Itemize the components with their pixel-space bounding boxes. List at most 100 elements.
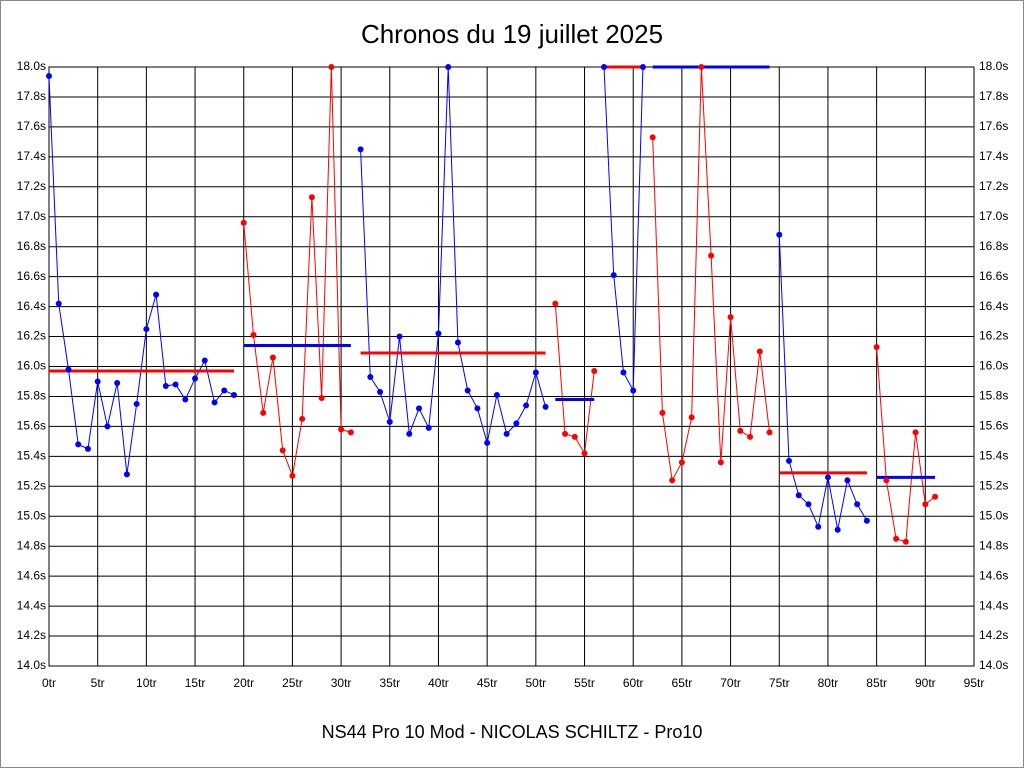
x-tick-label: 50tr: [525, 676, 546, 690]
y-tick-label: 18.0s: [17, 59, 46, 73]
lap-point: [756, 348, 763, 355]
lap-point: [610, 272, 617, 279]
lap-point: [133, 400, 140, 407]
lap-point: [65, 366, 72, 373]
y2-tick-label: 17.4s: [979, 149, 1008, 163]
y-tick-label: 14.2s: [17, 628, 46, 642]
lap-point: [338, 426, 345, 433]
x-tick-label: 10tr: [136, 676, 157, 690]
lap-point: [357, 146, 364, 153]
lap-point: [318, 394, 325, 401]
lap-point: [795, 492, 802, 499]
lap-point: [454, 339, 461, 346]
lap-point: [240, 219, 247, 226]
x-tick-label: 95tr: [964, 676, 985, 690]
lap-point: [328, 64, 335, 70]
y2-tick-label: 15.2s: [979, 478, 1008, 492]
lap-point: [114, 379, 121, 386]
lap-point: [367, 373, 374, 380]
x-tick-label: 0tr: [42, 676, 56, 690]
lap-point: [669, 477, 676, 484]
x-tick-label: 30tr: [331, 676, 352, 690]
y2-tick-label: 16.2s: [979, 329, 1008, 343]
x-tick-label: 55tr: [574, 676, 595, 690]
lap-line: [778, 234, 868, 530]
lap-point: [863, 517, 870, 524]
y2-tick-label: 15.4s: [979, 449, 1008, 463]
y2-tick-label: 14.8s: [979, 538, 1008, 552]
lap-point: [523, 402, 530, 409]
y-tick-label: 17.6s: [17, 119, 46, 133]
lap-point: [474, 405, 481, 412]
y-tick-label: 16.4s: [17, 299, 46, 313]
y2-tick-label: 15.6s: [979, 419, 1008, 433]
lap-point: [143, 326, 150, 333]
y-tick-label: 14.8s: [17, 538, 46, 552]
lap-point: [55, 300, 62, 307]
y2-tick-label: 15.8s: [979, 389, 1008, 403]
lap-point: [912, 429, 919, 436]
lap-point: [601, 64, 607, 70]
lap-point: [484, 439, 491, 446]
lap-point: [464, 387, 471, 394]
x-tick-label: 15tr: [185, 676, 206, 690]
y-tick-label: 15.2s: [17, 478, 46, 492]
lap-point: [902, 538, 909, 545]
lap-point: [873, 344, 880, 351]
lap-point: [221, 387, 228, 394]
lap-point: [532, 369, 539, 376]
lap-point: [269, 354, 276, 361]
y2-tick-label: 16.6s: [979, 269, 1008, 283]
x-tick-label: 25tr: [282, 676, 303, 690]
lap-point: [386, 418, 393, 425]
lap-point: [698, 64, 705, 70]
lap-point: [688, 414, 695, 421]
y2-tick-label: 14.4s: [979, 598, 1008, 612]
lap-point: [824, 474, 831, 481]
x-tick-label: 5tr: [91, 676, 105, 690]
lap-point: [182, 396, 189, 403]
y2-tick-label: 14.0s: [979, 658, 1008, 672]
x-tick-label: 20tr: [233, 676, 254, 690]
lap-point: [542, 403, 549, 410]
x-tick-label: 60tr: [623, 676, 644, 690]
lap-point: [250, 332, 257, 339]
lap-point: [708, 252, 715, 259]
lap-point: [678, 459, 685, 466]
y2-tick-label: 17.6s: [979, 119, 1008, 133]
lap-point: [883, 477, 890, 484]
y-tick-label: 15.0s: [17, 508, 46, 522]
lap-point: [104, 423, 111, 430]
y-tick-label: 16.6s: [17, 269, 46, 283]
lap-point: [747, 433, 754, 440]
lap-point: [416, 405, 422, 412]
y2-tick-label: 16.4s: [979, 299, 1008, 313]
x-tick-label: 70tr: [720, 676, 741, 690]
lap-point: [562, 430, 569, 437]
lap-point: [406, 430, 413, 437]
lap-point: [172, 381, 179, 388]
lap-point: [854, 501, 861, 508]
y-tick-label: 17.0s: [17, 209, 46, 223]
lap-point: [834, 526, 841, 533]
lap-point: [123, 471, 130, 478]
y2-tick-label: 16.0s: [979, 359, 1008, 373]
lap-point: [308, 194, 315, 201]
lap-point: [75, 441, 82, 448]
lap-point: [347, 429, 354, 436]
lap-point: [162, 382, 169, 389]
y2-tick-label: 18.0s: [979, 59, 1008, 73]
lap-point: [299, 415, 306, 422]
lap-point: [922, 501, 929, 508]
y-tick-label: 14.4s: [17, 598, 46, 612]
lap-point: [445, 64, 452, 70]
x-tick-label: 80tr: [818, 676, 839, 690]
lap-point: [932, 493, 939, 500]
lap-point: [46, 72, 52, 79]
y-tick-label: 17.8s: [17, 89, 46, 103]
lap-point: [844, 477, 851, 484]
x-tick-label: 65tr: [672, 676, 693, 690]
